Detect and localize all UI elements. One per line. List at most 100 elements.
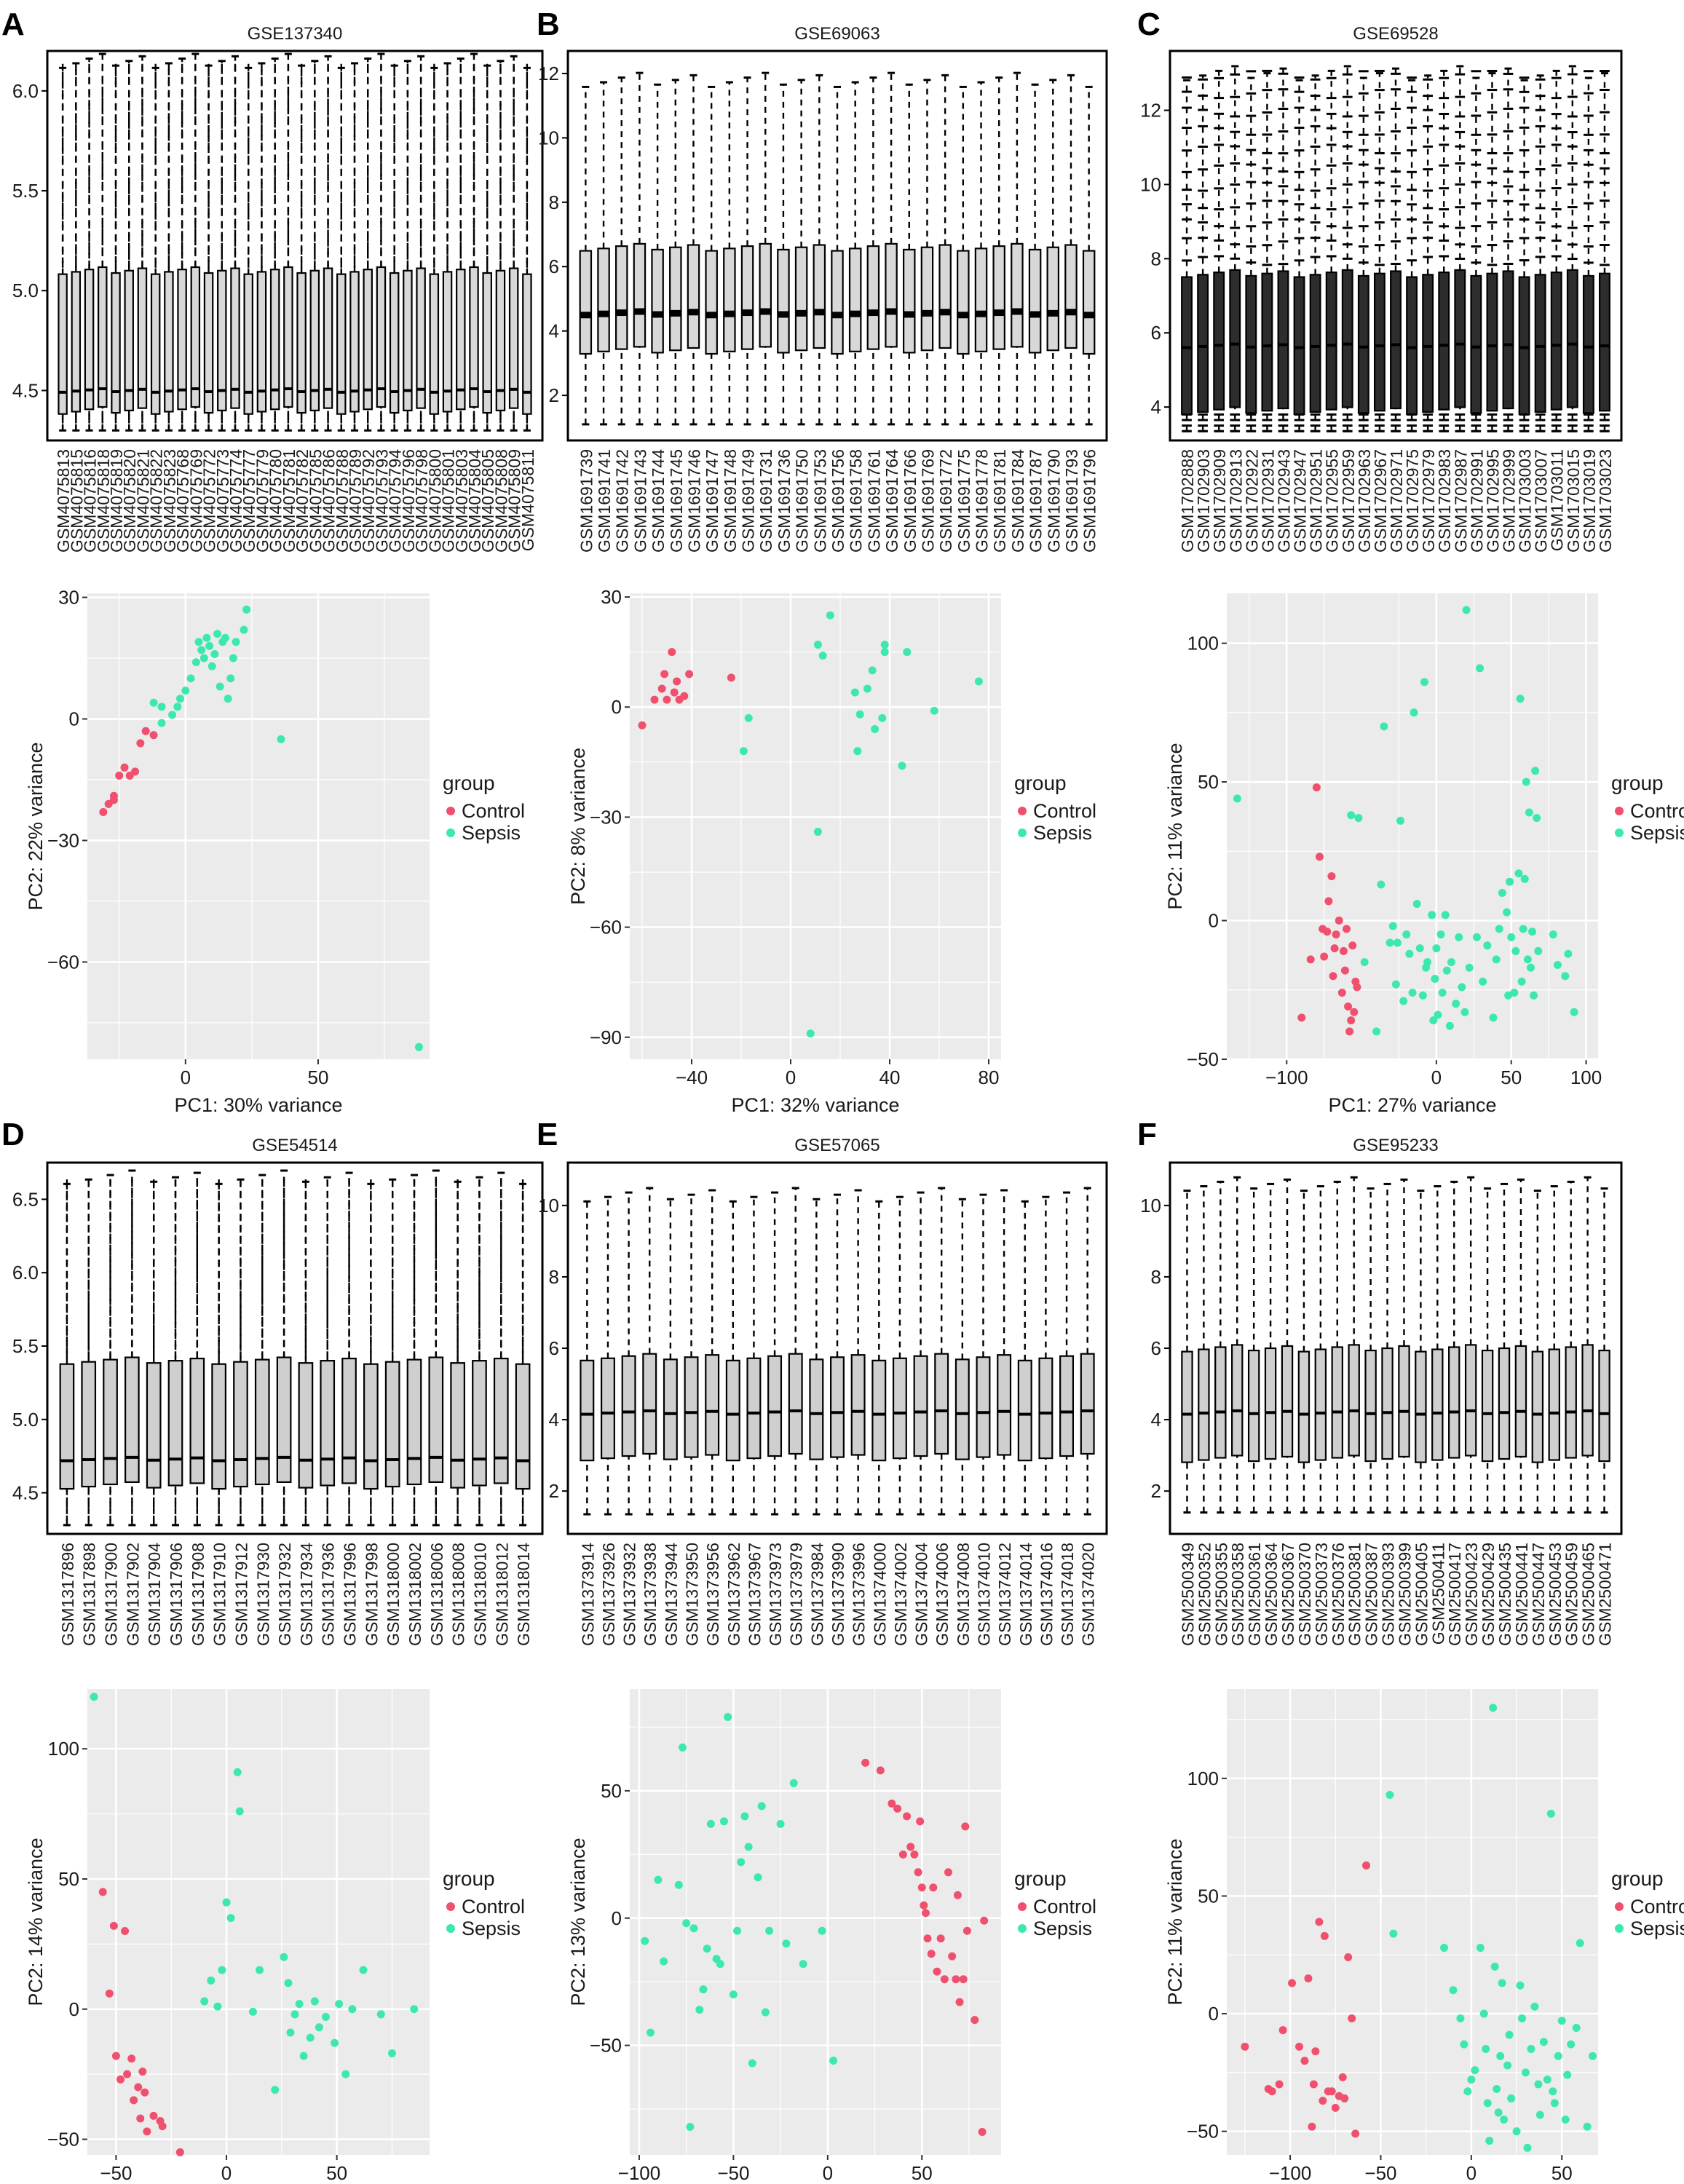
y-tick-label: 6 — [1151, 322, 1161, 344]
x-tick-label: GSM2500453 — [1546, 1543, 1565, 1646]
legend-swatch-sepsis — [446, 1924, 455, 1933]
x-tick-label: GSM2500352 — [1195, 1543, 1214, 1646]
control-point — [978, 2128, 987, 2137]
y-tick-label: 0 — [612, 1907, 622, 1929]
sepsis-point — [213, 630, 222, 638]
x-tick-label: GSM1702943 — [1274, 449, 1293, 553]
box — [1214, 1346, 1227, 1459]
sepsis-point — [974, 677, 983, 686]
box — [1264, 1347, 1277, 1460]
box — [349, 271, 360, 413]
control-point — [1331, 2103, 1340, 2112]
x-tick-label: GSM1702922 — [1242, 449, 1261, 553]
x-tick-label: GSM2500364 — [1262, 1543, 1281, 1646]
x-tick-label: GSM1691758 — [847, 449, 866, 553]
box — [1028, 248, 1042, 354]
box — [211, 1363, 226, 1490]
x-tick-label: GSM2500459 — [1562, 1543, 1581, 1646]
x-tick-label: GSM1374004 — [912, 1543, 931, 1646]
sepsis-point — [1462, 606, 1471, 614]
y-tick-label: −50 — [1187, 2121, 1219, 2143]
sepsis-point — [1516, 1981, 1525, 1990]
sepsis-point — [1431, 975, 1439, 984]
sepsis-point — [699, 1985, 708, 1994]
control-point — [906, 1843, 915, 1851]
sepsis-point — [806, 1029, 815, 1038]
x-tick-label: GSM4075818 — [94, 449, 113, 553]
box — [663, 1358, 678, 1460]
control-point — [1315, 1918, 1324, 1926]
legend-swatch-control — [446, 807, 455, 815]
sepsis-point — [1507, 933, 1516, 941]
control-point — [1323, 927, 1332, 936]
legend-swatch-control — [446, 1902, 455, 1911]
sepsis-point — [703, 1944, 711, 1953]
x-tick-label: GSM1317906 — [167, 1543, 186, 1646]
sepsis-point — [1514, 869, 1523, 878]
panel-letter-F: F — [1137, 1117, 1157, 1152]
legend-title: group — [1014, 772, 1067, 794]
x-tick-label: GSM4075773 — [213, 449, 232, 553]
sepsis-point — [748, 2059, 756, 2068]
sepsis-point — [724, 1712, 732, 1721]
control-point — [109, 796, 118, 804]
sepsis-point — [641, 1936, 649, 1945]
sepsis-point — [1523, 2143, 1532, 2152]
legend-title: group — [1014, 1867, 1067, 1890]
control-point — [876, 1766, 885, 1775]
sepsis-point — [331, 2038, 339, 2047]
y-tick-label: −30 — [47, 829, 79, 851]
control-point — [149, 731, 158, 740]
sepsis-point — [310, 1997, 319, 2006]
x-tick-label: GSM4075798 — [412, 449, 431, 553]
control-point — [727, 673, 735, 682]
x-tick-label: 0 — [181, 1067, 191, 1088]
sepsis-point — [200, 1997, 209, 2006]
x-tick-label: GSM1374016 — [1037, 1543, 1056, 1646]
control-point — [1308, 2122, 1316, 2131]
sepsis-point — [1385, 938, 1394, 947]
box — [320, 1360, 336, 1487]
sepsis-point — [248, 2007, 257, 2016]
sepsis-point — [414, 1042, 423, 1051]
x-tick-label: GSM2500361 — [1245, 1543, 1264, 1646]
y-tick-label: 2 — [549, 384, 559, 406]
box — [189, 1357, 205, 1484]
sepsis-point — [341, 2070, 350, 2078]
box — [1531, 1350, 1544, 1463]
x-tick-label: GSM4075800 — [425, 449, 444, 553]
box — [309, 269, 320, 411]
sepsis-point — [1526, 963, 1535, 972]
sepsis-point — [226, 674, 235, 683]
x-tick-label: GSM2500358 — [1228, 1543, 1247, 1646]
box — [1534, 274, 1546, 413]
box — [336, 273, 347, 415]
sepsis-point — [1476, 664, 1485, 673]
x-tick-label: GSM1373984 — [807, 1543, 826, 1646]
box — [1046, 246, 1060, 352]
y-tick-label: 6.5 — [12, 1188, 39, 1210]
control-point — [920, 1901, 928, 1910]
x-tick-label: GSM1373996 — [850, 1543, 869, 1646]
sepsis-point — [1410, 708, 1418, 717]
sepsis-point — [315, 2023, 323, 2032]
sepsis-point — [1233, 794, 1241, 803]
legend-title: group — [443, 1867, 495, 1890]
control-point — [1344, 1952, 1353, 1961]
box — [580, 1359, 595, 1462]
sepsis-point — [757, 1802, 766, 1811]
x-tick-label: GSM4075788 — [333, 449, 352, 553]
x-tick-label: GSM2500447 — [1529, 1543, 1548, 1646]
plot-background — [87, 593, 430, 1059]
legend-label-sepsis: Sepsis — [1630, 1918, 1684, 1939]
y-axis-label: PC2: 8% variance — [567, 748, 589, 905]
x-tick-label: GSM1317934 — [297, 1543, 316, 1646]
plot-frame — [46, 50, 544, 442]
box — [1197, 274, 1209, 413]
control-point — [685, 670, 694, 678]
sepsis-point — [761, 2008, 770, 2017]
sepsis-point — [1385, 1790, 1394, 1799]
x-tick-label: −50 — [717, 2162, 749, 2184]
box — [794, 246, 808, 352]
x-tick-label: GSM4075774 — [226, 449, 245, 553]
